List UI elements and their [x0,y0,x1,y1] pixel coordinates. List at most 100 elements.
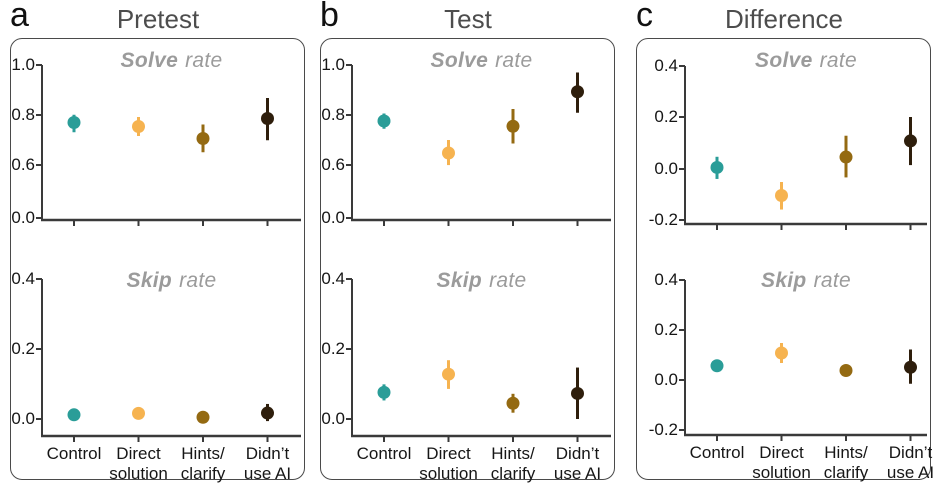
subplot-title-rest: rate [813,269,851,292]
y-tick-label: 0.0 [654,159,678,178]
x-category-label-line: Direct [116,444,161,463]
x-category-label-line: clarify [180,464,226,483]
subplot-title-skip_rate: Skip rate [685,269,927,293]
x-category-label: Didn’t use AI [533,444,623,484]
data-point [442,367,455,381]
y-tick-label: 0.4 [654,56,678,75]
x-category-label-line: use AI [886,463,935,482]
data-point [710,359,724,373]
data-point [196,410,210,424]
panel-plot-svg [346,64,611,442]
x-category-label: Hints/clarify [158,444,248,484]
subplot-title-rest: rate [819,49,857,72]
y-tick-label: 0.0 [11,409,35,428]
x-category-label: Hints/clarify [468,444,558,484]
data-point [839,150,853,164]
y-tick-label: 1.0 [11,55,35,74]
x-category-label: Didn’t use AI [223,444,313,484]
y-tick-label: 0.2 [321,339,345,358]
y-tick-label: 0.8 [321,105,345,124]
subplot-title-bold: Skip [436,269,483,292]
x-category-label: Control [672,443,762,463]
panel-title-difference: Difference [724,4,844,34]
y-tick-label: 0.0 [321,208,345,227]
y-tick-label: 0.0 [11,208,35,227]
panel-test: b Test Solve rate 1.0 0.8 0.6 0.0 Skip rate 0.4 0… [320,0,616,487]
panel-difference: c Difference Solve rate 0.4 0.2 0.0 -0.2 Skip r… [636,0,934,487]
panel-box: Solve rate 1.0 0.8 0.6 0.0 Skip rate 0.4 0.2 0.0 Co… [10,38,305,483]
data-point [839,364,853,377]
y-tick-label: 0.0 [321,409,345,428]
x-category-label-line: solution [109,464,168,483]
panel-plot: Solve rate 1.0 0.8 0.6 0.0 Skip rate 0.4 0.2 0.0 Co… [11,39,303,483]
x-category-label: Direct solution [404,444,494,484]
y-tick-label: -0.2 [648,420,678,439]
y-tick-label: 0.6 [321,155,345,174]
data-point [261,406,274,420]
panel-title-pretest: Pretest [116,4,200,34]
x-category-label-line: Control [689,443,745,462]
data-point [377,114,391,128]
subplot-title-bold: Solve [120,49,179,72]
subplot-title-rest: rate [179,269,217,292]
x-category-label-line: solution [752,463,811,482]
x-category-label: Direct solution [94,444,184,484]
panel-pretest: a Pretest Solve rate 1.0 0.8 0.6 0.0 Skip rate 0… [10,0,306,487]
y-tick-label: 0.2 [654,107,678,126]
subplot-title-solve_rate: Solve rate [352,49,611,73]
x-category-label-line: Control [356,444,412,463]
subplot-title-solve_rate: Solve rate [42,49,301,73]
panel-box: Solve rate 1.0 0.8 0.6 0.0 Skip rate 0.4 0.2 0.0 Co… [320,38,615,483]
x-category-label-line: Hints/ [491,444,535,463]
subplot-title-solve_rate: Solve rate [685,49,927,73]
y-tick-label: 0.4 [654,270,678,289]
x-category-label: Hints/clarify [801,443,891,483]
x-category-label-line: Didn’t [245,444,290,463]
subplot-title-bold: Solve [755,49,813,72]
data-point [571,386,584,400]
subplot-title-rest: rate [489,269,527,292]
data-point [506,119,520,133]
data-point [67,116,81,129]
subplot-title-rest: rate [495,49,533,72]
y-tick-label: 1.0 [321,55,345,74]
y-tick-label: 0.8 [11,105,35,124]
y-tick-label: 0.4 [321,269,345,288]
data-point [442,146,455,160]
y-tick-label: 0.2 [11,339,35,358]
subplot-title-rest: rate [185,49,223,72]
x-category-label: Didn’t use AI [866,443,946,483]
x-category-label-line: Didn’t [555,444,600,463]
subplot-title-bold: Skip [126,269,173,292]
y-tick-label: 0.2 [654,320,678,339]
y-tick-label: 0.4 [11,269,35,288]
data-point [904,134,917,148]
panel-plot: Solve rate 0.4 0.2 0.0 -0.2 Skip rate 0.4 0.2 0.0 -… [637,39,934,482]
x-category-label-line: Didn’t [888,443,933,462]
x-category-label-line: use AI [553,464,602,483]
x-category-label-line: Control [46,444,102,463]
x-category-label-line: Hints/ [181,444,225,463]
data-point [377,385,391,399]
x-category-label-line: use AI [243,464,292,483]
y-tick-label: -0.2 [648,210,678,229]
x-category-label-line: Hints/ [824,443,868,462]
data-point [904,360,917,374]
data-point [196,132,210,145]
x-category-label: Direct solution [737,443,827,483]
panel-letter-b: b [320,0,339,34]
subplot-title-bold: Solve [430,49,489,72]
data-point [775,189,788,203]
panel-plot-svg [36,64,301,442]
panel-letter-c: c [636,0,653,34]
subplot-title-bold: Skip [761,269,807,292]
data-point [67,408,81,422]
panel-plot: Solve rate 1.0 0.8 0.6 0.0 Skip rate 0.4 0.2 0.0 Co… [321,39,613,483]
x-category-label-line: Direct [426,444,471,463]
panel-title-test: Test [444,4,492,34]
x-category-label: Control [339,444,429,464]
y-tick-label: 0.0 [654,370,678,389]
data-point [132,120,145,133]
data-point [261,112,274,125]
